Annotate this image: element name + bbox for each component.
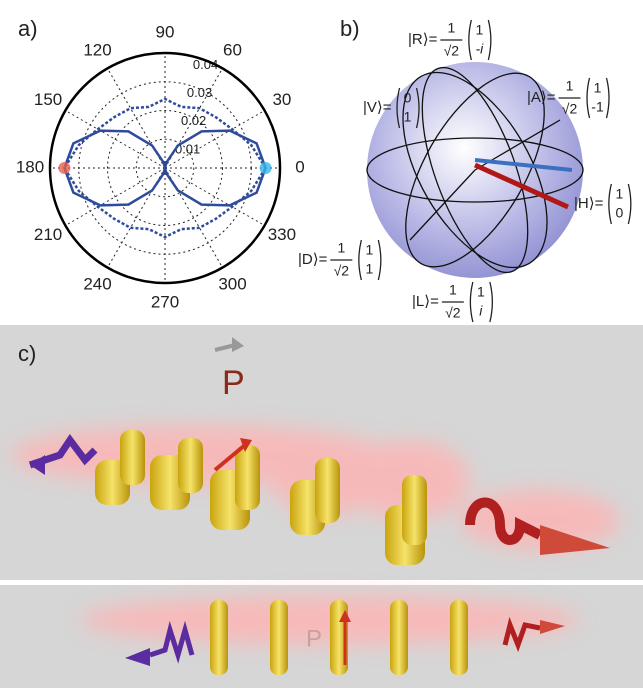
vec-top: 1 [365, 242, 373, 258]
theta-tick-label: 90 [156, 22, 175, 41]
vector [473, 162, 570, 210]
panel-label: b) [340, 16, 360, 41]
polar-plot: 0.01 0.02 0.03 0.04 0 30 60 90 120 150 180 210 240 27… [16, 22, 305, 311]
coef-num: 1 [449, 282, 457, 298]
momentum-label: P [306, 625, 322, 652]
paren [586, 77, 591, 119]
vec-top: 1 [594, 80, 602, 96]
series-line [62, 97, 268, 239]
axis-circle [48, 51, 282, 285]
paren [605, 77, 610, 119]
coef-den: √2 [445, 305, 461, 321]
grid-line [107, 167, 166, 268]
ket: |V⟩= [363, 99, 392, 116]
coef-num: 1 [566, 78, 574, 94]
grid-line [164, 110, 265, 169]
coef-num: 1 [447, 20, 455, 36]
vec-bottom: -i [475, 41, 484, 57]
paren [489, 281, 494, 323]
paren [358, 239, 362, 281]
theta-tick-label: 30 [272, 90, 291, 109]
grid-line [164, 167, 265, 226]
ket: |L⟩= [412, 293, 439, 310]
theta-tick-label: 300 [218, 274, 246, 293]
grid-line [65, 110, 166, 169]
coef-den: √2 [444, 43, 460, 59]
sphere-grid [366, 66, 584, 274]
paren [396, 87, 401, 129]
vec-bottom: 0 [615, 205, 623, 221]
paren [608, 183, 612, 225]
bloch-sphere: |R⟩= 1 √2 1 -i |V⟩= 0 1 |A⟩= 1 √2 1 -1 |H⟩= 1 0 |D⟩= 1 √2 1… [298, 19, 632, 323]
coef-den: √2 [334, 263, 350, 279]
paren [487, 19, 492, 61]
paren [468, 19, 472, 61]
paren [627, 183, 632, 225]
theta-tick-label: 150 [34, 90, 62, 109]
coef-num: 1 [337, 240, 345, 256]
paren [469, 281, 474, 323]
vec-bottom: 1 [365, 261, 373, 277]
ket: |D⟩= [298, 251, 328, 268]
theta-tick-label: 0 [295, 157, 304, 176]
r-tick-label: 0.04 [193, 57, 218, 72]
r-tick-label: 0.03 [187, 85, 212, 100]
paren [377, 239, 382, 281]
theta-tick-label: 270 [151, 292, 179, 311]
vec-top: 1 [475, 22, 483, 38]
ket: |A⟩= [527, 89, 556, 106]
grid-circle [135, 138, 195, 198]
ket: |H⟩= [574, 195, 604, 212]
illustration: c) P P [0, 325, 643, 688]
r-tick-label: 0.01 [175, 141, 200, 156]
grid-line [65, 167, 166, 226]
vec-bottom: -1 [591, 99, 604, 115]
grid-line [107, 68, 166, 169]
marker [259, 162, 272, 174]
paren [415, 87, 420, 129]
theta-tick-label: 330 [268, 225, 296, 244]
grid-line [164, 68, 223, 169]
theta-tick-label: 180 [16, 157, 44, 176]
theta-tick-label: 210 [34, 225, 62, 244]
momentum-label: P [222, 364, 245, 402]
vec-top: 1 [477, 284, 485, 300]
r-tick-label: 0.02 [181, 113, 206, 128]
vec-top: 0 [404, 90, 412, 106]
coef-den: √2 [562, 101, 578, 117]
panel-label: a) [18, 16, 38, 41]
grid-circle [107, 110, 223, 226]
panel-label: c) [18, 341, 36, 366]
vec-top: 1 [615, 186, 623, 202]
ket: |R⟩= [408, 31, 438, 48]
marker [58, 162, 71, 174]
grid-line [164, 167, 223, 268]
vec-bottom: i [479, 303, 483, 319]
vec-bottom: 1 [404, 109, 412, 125]
vector [474, 158, 573, 172]
theta-tick-label: 240 [83, 274, 111, 293]
theta-tick-label: 60 [223, 41, 242, 60]
theta-tick-label: 120 [83, 41, 111, 60]
